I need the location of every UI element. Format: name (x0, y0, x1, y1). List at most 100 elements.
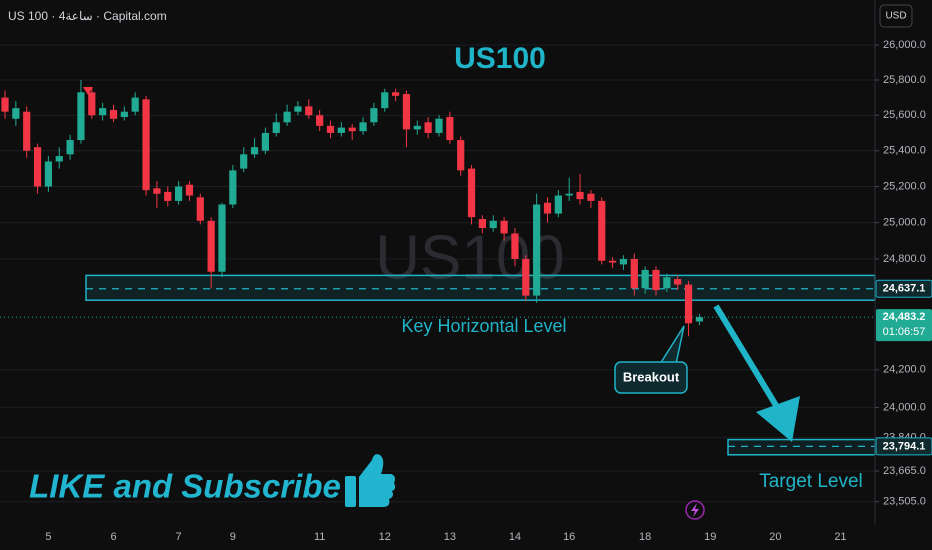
candle-body (207, 220, 215, 272)
candle-body (630, 258, 638, 289)
key-level-price: 24,637.1 (883, 283, 926, 295)
candle-body (326, 125, 335, 133)
candle-body (283, 111, 291, 123)
alert-icon[interactable] (685, 500, 705, 520)
candle-body (533, 204, 541, 296)
candle-body (316, 115, 324, 126)
candle-body (44, 161, 52, 187)
candle-body (1, 97, 9, 112)
candle-body (337, 127, 345, 133)
candle-body (196, 197, 204, 221)
candle-body (229, 170, 237, 205)
candle-body (77, 92, 85, 141)
candle-body (424, 122, 432, 133)
source-label: US 100 · 4ساعة · Capital.com (8, 9, 167, 23)
candle-body (489, 220, 497, 229)
x-tick-label: 20 (769, 531, 781, 543)
x-tick-label: 5 (45, 531, 51, 543)
y-tick-label: 25,800.0 (883, 74, 926, 86)
y-tick-label: 25,000.0 (883, 216, 926, 228)
candle-body (33, 147, 42, 187)
candle-body (663, 277, 671, 289)
candle-body (370, 108, 378, 123)
candle-body (684, 284, 693, 324)
candle-body (652, 269, 660, 291)
candle-body (522, 258, 530, 296)
candle-body (457, 140, 465, 171)
key-level-box (875, 279, 932, 298)
candle-body (413, 125, 421, 130)
candle-body (392, 92, 400, 96)
candle-body (359, 122, 367, 132)
candle-body (272, 122, 280, 133)
currency-button[interactable] (879, 4, 913, 28)
candle-body (120, 111, 128, 117)
breakout-label: Breakout (623, 369, 680, 384)
candle-body (55, 156, 63, 162)
chart-title: US100 (454, 42, 546, 75)
alert-bolt (691, 503, 699, 517)
candle-body (153, 188, 161, 194)
candle-body (609, 260, 617, 263)
candle-body (478, 218, 486, 229)
x-tick-label: 11 (314, 531, 325, 543)
current-price-box (876, 309, 932, 342)
y-tick-label: 23,665.0 (883, 465, 926, 477)
candle-body (467, 168, 476, 218)
target-zone (727, 438, 876, 456)
support-zone (85, 274, 876, 301)
candle-body (250, 147, 259, 155)
promo-text: LIKE and Subscribe (29, 468, 341, 505)
callout-box (614, 361, 688, 394)
target-text: Target Level (759, 471, 863, 492)
candle-body (12, 108, 20, 119)
candle-body (587, 193, 595, 201)
candle-body (695, 317, 703, 322)
target-level-box (875, 437, 932, 456)
candle-body (142, 99, 150, 191)
candle-body (619, 258, 628, 265)
icon-part (345, 476, 356, 507)
x-tick-label: 18 (639, 531, 651, 543)
x-tick-label: 6 (110, 531, 116, 543)
time-axis: 5 6 7 9 11 12 13 14 16 18 19 20 21 (45, 531, 846, 543)
candle-body (175, 186, 183, 201)
candle-body (294, 106, 302, 112)
candles (1, 80, 703, 337)
y-tick-label: 24,000.0 (883, 401, 926, 413)
arrow-shaft (713, 304, 783, 414)
candle-body (305, 106, 313, 116)
x-tick-label: 16 (563, 531, 575, 543)
candle-body (576, 191, 584, 200)
candle-body (164, 191, 172, 201)
candle-body (185, 184, 194, 196)
x-tick-label: 9 (230, 531, 236, 543)
thumbs-up-icon (345, 454, 396, 507)
candle-body (554, 195, 562, 214)
price-axis: 26,000.0 25,800.0 25,600.0 25,400.0 25,200.0… (875, 39, 932, 508)
candle-body (261, 132, 269, 151)
x-tick-label: 21 (834, 531, 846, 543)
currency[interactable]: USD (885, 11, 906, 22)
candle-body (88, 92, 96, 116)
candle-body (674, 279, 682, 285)
y-tick-label: 24,800.0 (883, 253, 926, 265)
zones (0, 274, 876, 456)
candle-body (565, 193, 573, 196)
y-tick-label: 23,505.0 (883, 496, 926, 508)
candle-body (446, 116, 454, 141)
x-tick-label: 13 (444, 531, 456, 543)
marker (83, 87, 93, 95)
candle-body (381, 92, 389, 109)
target-level-price: 23,794.1 (883, 440, 926, 452)
candle-body (66, 140, 74, 155)
candle-body (23, 111, 31, 151)
candle-body (218, 204, 226, 272)
candle-body (348, 127, 356, 132)
candle-body (511, 233, 519, 259)
candle-body (500, 220, 508, 234)
y-tick-label: 24,200.0 (883, 364, 926, 376)
candle-body (543, 202, 552, 214)
y-tick-label: 25,200.0 (883, 180, 926, 192)
